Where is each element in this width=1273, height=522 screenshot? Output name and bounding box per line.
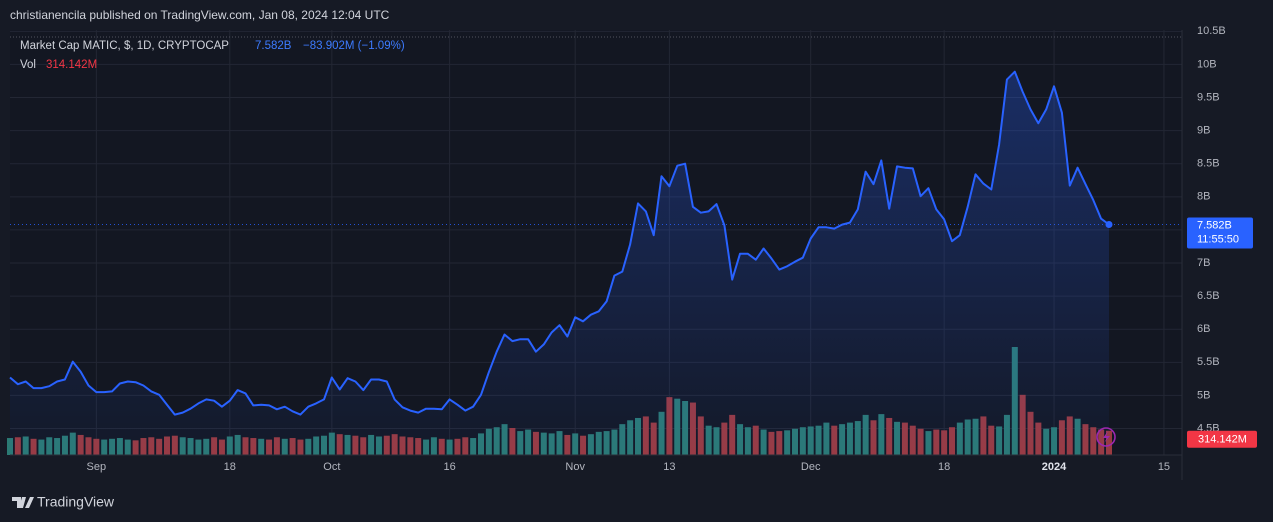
x-tick-label: Dec [801, 461, 821, 473]
y-tick-label: 6B [1197, 323, 1210, 335]
x-tick-label: 18 [224, 461, 236, 473]
legend-vol: Vol [20, 59, 36, 71]
y-tick-label: 8.5B [1197, 158, 1220, 170]
legend-price: 7.582B [255, 40, 292, 52]
icon-bolt [1103, 431, 1110, 443]
y-tick-label: 10B [1197, 58, 1217, 70]
x-tick-label: 13 [663, 461, 675, 473]
y-tick-label: 6.5B [1197, 290, 1220, 302]
replay-icon[interactable] [1096, 427, 1116, 447]
x-tick-label: Sep [87, 461, 107, 473]
x-tick-label: Nov [565, 461, 585, 473]
price-tag-time: 11:55:50 [1197, 233, 1239, 245]
y-tick-label: 10.5B [1197, 25, 1226, 37]
y-tick-label: 5B [1197, 389, 1210, 401]
x-tick-label: 2024 [1042, 461, 1067, 473]
legend-symbol: Market Cap MATIC, $, 1D, CRYPTOCAP [20, 40, 229, 52]
publish-info: christianencila published on TradingView… [10, 8, 390, 22]
area-fill [10, 71, 1109, 455]
icon-ring [1096, 427, 1116, 447]
y-tick-label: 7B [1197, 257, 1210, 269]
logo: TradingView [12, 494, 115, 510]
volume-tag-value: 314.142M [1198, 434, 1247, 446]
legend-change: −83.902M (−1.09%) [303, 40, 405, 52]
price-tag [1187, 217, 1253, 249]
x-tick-label: Oct [323, 461, 340, 473]
volume-tag [1187, 430, 1257, 448]
price-line [9, 70, 1110, 416]
legend-vol-value: 314.142M [46, 59, 97, 71]
y-tick-label: 9.5B [1197, 91, 1220, 103]
x-tick-label: 15 [1158, 461, 1170, 473]
brand: TradingView [37, 494, 115, 510]
x-tick-label: 16 [443, 461, 455, 473]
price-tag-value: 7.582B [1197, 219, 1232, 231]
y-tick-label: 8B [1197, 191, 1210, 203]
logo-mark [12, 497, 34, 508]
x-tick-label: 18 [938, 461, 950, 473]
y-tick-label: 5.5B [1197, 356, 1220, 368]
last-price-dot [1105, 220, 1113, 228]
y-tick-label: 9B [1197, 125, 1210, 137]
